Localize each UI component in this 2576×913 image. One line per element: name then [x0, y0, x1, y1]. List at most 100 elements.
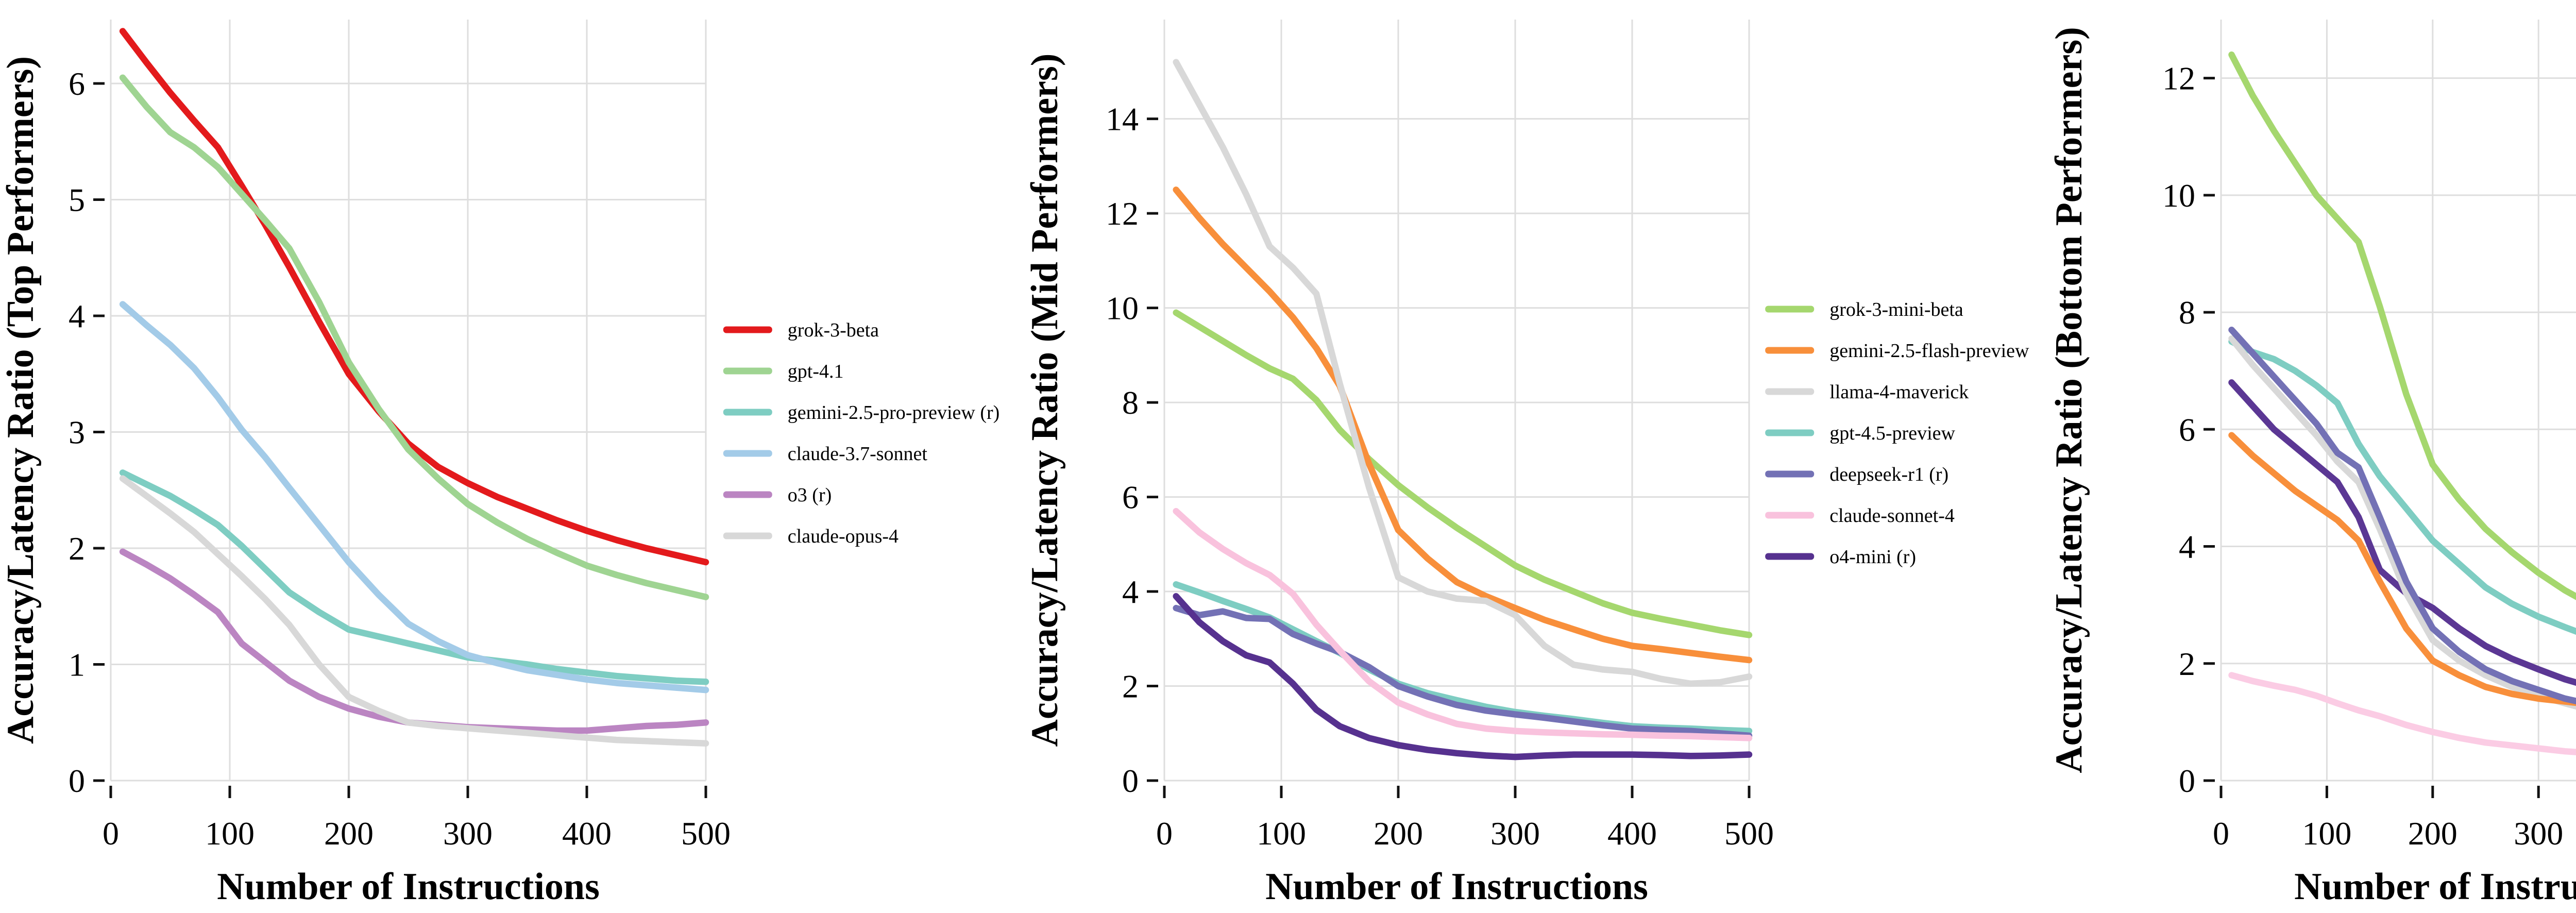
legend-swatch-o3-r-	[723, 491, 772, 498]
x-axis-label: Number of Instructions	[217, 866, 600, 908]
series-line-grok-3-beta	[119, 28, 709, 566]
x-tick-label: 500	[1724, 815, 1774, 852]
series-line-claude-opus-4	[119, 475, 709, 747]
y-tick-label: 6	[69, 65, 85, 102]
y-axis-label: Accuracy/Latency Ratio (Top Performers)	[0, 56, 42, 744]
x-tick-label: 300	[2514, 815, 2563, 852]
legend-label-deepseek-r1-r-: deepseek-r1 (r)	[1829, 464, 1948, 485]
legend-label-gpt-4.1: gpt-4.1	[788, 361, 844, 382]
legend-label-claude-sonnet-4: claude-sonnet-4	[1829, 505, 1955, 527]
y-tick-label: 10	[1106, 290, 1139, 327]
x-tick-label: 200	[324, 815, 374, 852]
y-tick-label: 2	[69, 530, 85, 567]
legend-label-grok-3-mini-beta: grok-3-mini-beta	[1829, 299, 1963, 320]
legend-label-gpt-4.5-preview: gpt-4.5-preview	[1829, 422, 1955, 444]
series-line-deepseek-r1-r-	[1173, 604, 1753, 739]
legend-label-o3-r-: o3 (r)	[788, 484, 832, 506]
legend-swatch-o4-mini-r-	[1765, 553, 1815, 560]
x-tick-label: 100	[1257, 815, 1306, 852]
chart-mid-performers: 0 2 4 6 8 10 12 14 0 100 200 300 400 500 Accuracy/Lat…	[1024, 20, 2029, 908]
y-tick-label: 8	[1122, 384, 1139, 421]
x-axis-label: Number of Instructions	[2294, 866, 2576, 908]
y-axis-label: Accuracy/Latency Ratio (Mid Performers)	[1024, 54, 1066, 747]
chart-bottom-performers: 0246810120100200300400500 Accuracy/Laten…	[2048, 20, 2576, 908]
series-line-gpt-4.1-mini	[2228, 338, 2576, 635]
x-tick-label: 100	[205, 815, 255, 852]
series-lines	[2228, 51, 2576, 755]
series-line-o4-mini-r-	[1173, 593, 1753, 760]
legend-swatch-gpt-4.1	[723, 367, 772, 375]
series-line-claude-sonnet-4	[1173, 508, 1753, 741]
series-line-claude-3.7-sonnet	[119, 301, 709, 694]
series-line-gemini-2.5-flash-preview	[1173, 187, 1753, 664]
gridlines	[1163, 20, 1750, 782]
legend: grok-3-mini-beta gemini-2.5-flash-preview…	[1765, 299, 2029, 568]
legend-swatch-grok-3-mini-beta	[1765, 306, 1815, 313]
x-tick-label: 100	[2302, 815, 2351, 852]
series-line-qwen3-235b	[2228, 672, 2576, 755]
legend-label-gemini-2.5-flash-preview: gemini-2.5-flash-preview	[1829, 340, 2029, 362]
gridlines	[110, 20, 707, 782]
x-tick-label: 0	[1156, 815, 1173, 852]
x-tick-label: 400	[562, 815, 612, 852]
y-tick-label: 4	[1122, 573, 1139, 610]
axis-ticks: 0 1 2 3 4 5 6 0 100 200 300 400 500	[69, 65, 731, 852]
chart-panel-bottom-performers: 0246810120100200300400500 Accuracy/Laten…	[2048, 0, 2576, 913]
legend-swatch-llama-4-maverick	[1765, 388, 1815, 395]
series-line-claude-3.5-haiku	[2228, 326, 2576, 705]
series-line-gpt-4o	[2228, 379, 2576, 686]
legend-label-claude-3.7-sonnet: claude-3.7-sonnet	[788, 443, 928, 465]
x-axis-label: Number of Instructions	[1265, 866, 1648, 908]
y-tick-label: 0	[69, 763, 85, 799]
y-tick-label: 12	[1106, 195, 1139, 232]
x-tick-label: 300	[1490, 815, 1540, 852]
axis-ticks: 0 2 4 6 8 10 12 14 0 100 200 300 400 500	[1106, 101, 1774, 852]
legend-swatch-claude-3.7-sonnet	[723, 450, 772, 457]
y-tick-label: 2	[1122, 668, 1139, 705]
y-tick-label: 10	[2162, 177, 2195, 214]
chart-top-performers: 0 1 2 3 4 5 6 0 100 200 300 400 500 Accuracy/Latency…	[0, 20, 1000, 908]
y-tick-label: 12	[2162, 60, 2195, 97]
chart-panel-mid-performers: 0 2 4 6 8 10 12 14 0 100 200 300 400 500 Accuracy/Lat…	[1024, 0, 2048, 913]
legend-swatch-grok-3-beta	[723, 326, 772, 333]
legend-swatch-claude-sonnet-4	[1765, 512, 1815, 519]
series-line-gpt-4o-mini	[2228, 432, 2576, 706]
series-lines	[1173, 59, 1753, 760]
series-line-gpt-4.1-nano	[2228, 51, 2576, 600]
series-lines	[119, 28, 709, 747]
legend-label-gemini-2.5-pro-preview-r-: gemini-2.5-pro-preview (r)	[788, 402, 1000, 424]
legend-label-o4-mini-r-: o4-mini (r)	[1829, 546, 1916, 568]
legend-swatch-gemini-2.5-pro-preview-r-	[723, 409, 772, 416]
y-tick-label: 0	[1122, 763, 1139, 799]
legend: grok-3-beta gpt-4.1 gemini-2.5-pro-preview…	[723, 319, 1000, 547]
y-tick-label: 14	[1106, 101, 1139, 138]
series-line-grok-3-mini-beta	[1173, 309, 1753, 638]
x-tick-label: 300	[443, 815, 493, 852]
y-tick-label: 6	[2179, 411, 2195, 448]
y-tick-label: 2	[2179, 646, 2195, 682]
y-tick-label: 4	[69, 298, 85, 334]
legend-swatch-gpt-4.5-preview	[1765, 429, 1815, 436]
x-tick-label: 0	[2213, 815, 2229, 852]
axis-ticks: 0246810120100200300400500	[2162, 60, 2563, 852]
legend-label-grok-3-beta: grok-3-beta	[788, 319, 879, 341]
legend-label-claude-opus-4: claude-opus-4	[788, 526, 899, 547]
y-tick-label: 4	[2179, 529, 2195, 565]
gridlines	[2220, 20, 2576, 782]
x-tick-label: 200	[2408, 815, 2458, 852]
y-tick-label: 5	[69, 182, 85, 218]
y-tick-label: 1	[69, 647, 85, 683]
x-tick-label: 200	[1374, 815, 1423, 852]
y-tick-label: 8	[2179, 294, 2195, 331]
series-line-gpt-4.1	[119, 74, 709, 600]
y-tick-label: 6	[1122, 479, 1139, 516]
x-tick-label: 0	[103, 815, 119, 852]
series-line-llama-4-scout	[2228, 335, 2576, 710]
legend-swatch-gemini-2.5-flash-preview	[1765, 347, 1815, 354]
y-tick-label: 3	[69, 414, 85, 451]
y-tick-label: 0	[2179, 763, 2195, 799]
y-axis-label: Accuracy/Latency Ratio (Bottom Performer…	[2048, 27, 2090, 773]
x-tick-label: 400	[1607, 815, 1657, 852]
legend-swatch-claude-opus-4	[723, 532, 772, 539]
